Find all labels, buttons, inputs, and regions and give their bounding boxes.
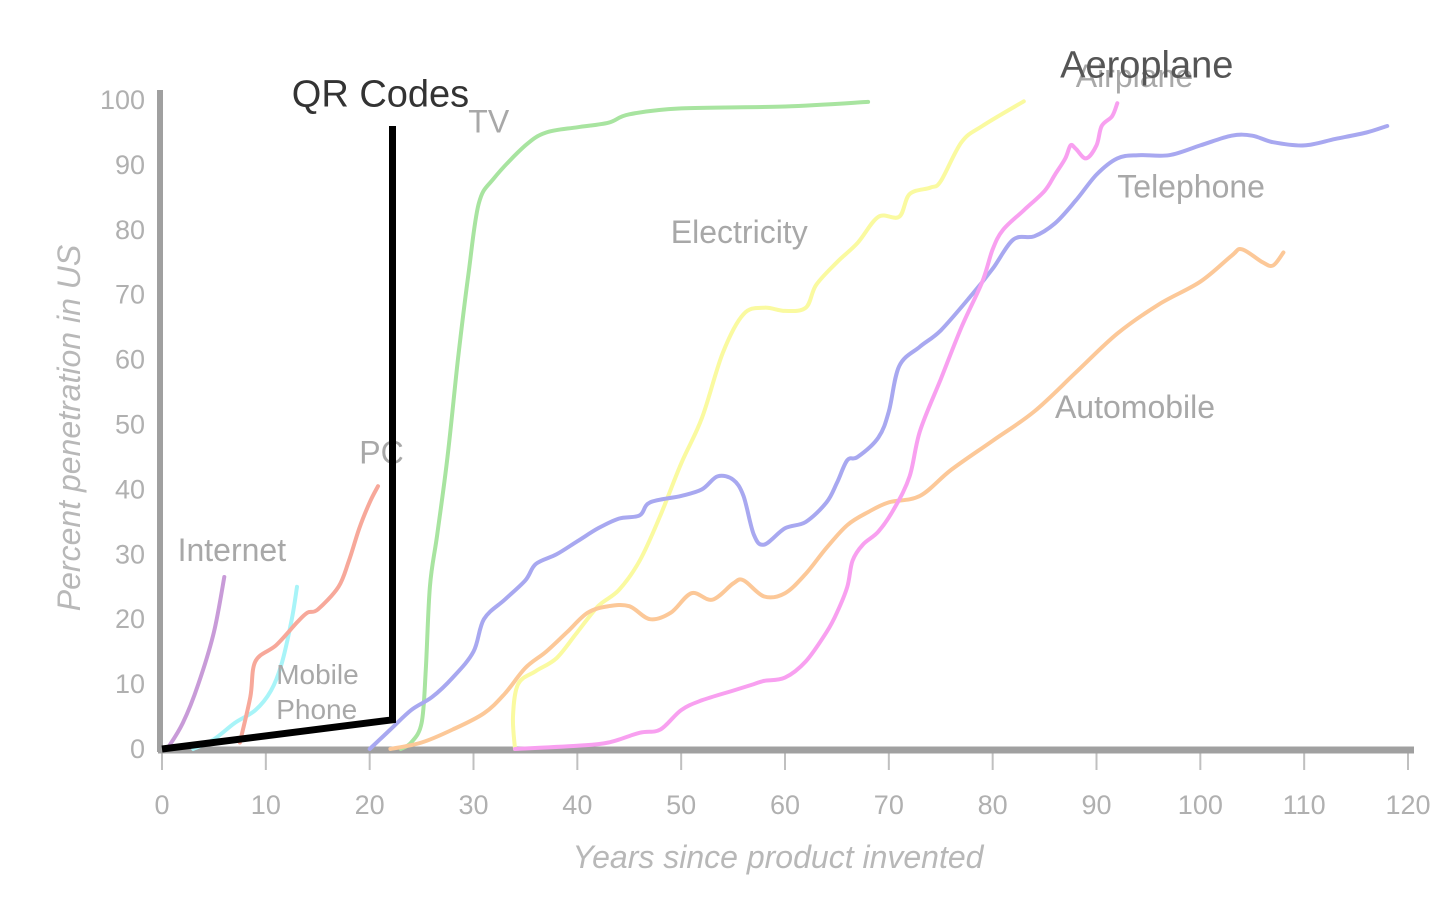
y-tick-label: 90 bbox=[115, 150, 145, 180]
x-tick-label: 60 bbox=[770, 790, 800, 820]
series-line-mobile-phone bbox=[191, 584, 299, 751]
x-tick-label: 100 bbox=[1178, 790, 1223, 820]
series-label-airplane: Airplane bbox=[1076, 58, 1193, 94]
axes bbox=[157, 90, 1414, 754]
series-line-electricity bbox=[510, 99, 1026, 751]
series-label-telephone: Telephone bbox=[1117, 168, 1265, 204]
series-label-electricity: Electricity bbox=[671, 214, 808, 250]
y-tick-label: 40 bbox=[115, 474, 145, 504]
x-tick-label: 20 bbox=[355, 790, 385, 820]
overlay-line-qr-codes bbox=[161, 126, 396, 753]
x-tick-label: 50 bbox=[666, 790, 696, 820]
y-tick-label: 80 bbox=[115, 215, 145, 245]
y-tick-label: 60 bbox=[115, 345, 145, 375]
x-tick-label: 110 bbox=[1283, 790, 1326, 820]
y-tick-labels: 0 10 20 30 40 50 60 70 80 90 100 bbox=[100, 85, 145, 764]
y-tick-label: 100 bbox=[100, 85, 145, 115]
y-tick-label: 70 bbox=[115, 280, 145, 310]
series-line-airplane bbox=[513, 101, 1120, 751]
y-tick-label: 30 bbox=[115, 539, 145, 569]
series-line-internet bbox=[165, 575, 227, 751]
series-line-pc bbox=[237, 484, 380, 745]
series-label-mobile-phone: Mobile bbox=[276, 659, 358, 690]
x-tick-label: 0 bbox=[154, 790, 169, 820]
x-tick-label: 80 bbox=[978, 790, 1008, 820]
x-tick-label: 40 bbox=[562, 790, 592, 820]
y-tick-label: 10 bbox=[115, 669, 145, 699]
x-tick-label: 120 bbox=[1385, 790, 1430, 820]
series-label-mobile-phone: Phone bbox=[276, 694, 357, 725]
y-tick-label: 50 bbox=[115, 410, 145, 440]
x-tick-labels: 0 10 20 30 40 50 60 70 80 90 100 110 120 bbox=[154, 790, 1430, 820]
y-tick-label: 0 bbox=[130, 734, 145, 764]
x-tick-label: 10 bbox=[251, 790, 281, 820]
series-line-automobile bbox=[388, 247, 1286, 751]
series-label-internet: Internet bbox=[178, 532, 287, 568]
overlay-label-aeroplane: Aeroplane bbox=[1060, 44, 1233, 86]
x-tick-label: 70 bbox=[874, 790, 904, 820]
overlay-annotations: QR Codes Aeroplane bbox=[161, 44, 1233, 753]
series-label-tv: TV bbox=[468, 103, 510, 139]
series-line-telephone bbox=[367, 124, 1390, 751]
overlay-label-qr-codes: QR Codes bbox=[292, 73, 469, 115]
series-line-tv bbox=[398, 99, 871, 751]
series-labels: Internet Mobile Phone PC TV Electricity Teleph… bbox=[178, 58, 1265, 725]
y-tick-label: 20 bbox=[115, 604, 145, 634]
series-lines bbox=[165, 99, 1390, 751]
x-tick-label: 90 bbox=[1081, 790, 1111, 820]
x-tick-label: 30 bbox=[458, 790, 488, 820]
series-label-pc: PC bbox=[359, 434, 403, 470]
y-axis-title: Percent penetration in US bbox=[51, 245, 87, 611]
x-axis-title: Years since product invented bbox=[573, 839, 985, 875]
series-label-automobile: Automobile bbox=[1055, 389, 1215, 425]
